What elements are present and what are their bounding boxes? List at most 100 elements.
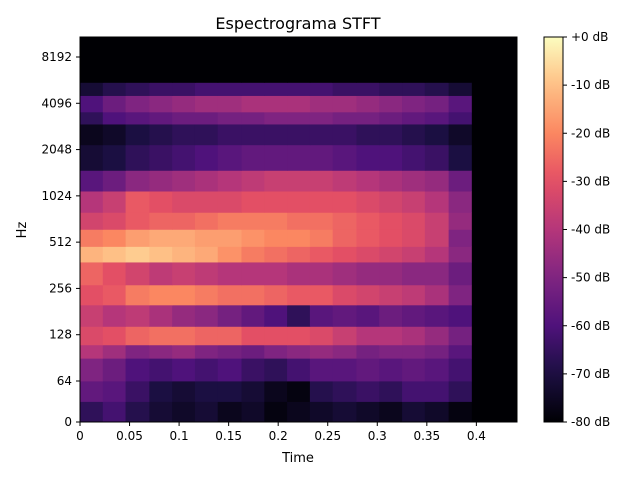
heatmap-cell — [379, 326, 403, 346]
heatmap-cell — [332, 262, 357, 286]
heatmap-cell — [309, 284, 334, 306]
heatmap-cell — [356, 344, 380, 359]
heatmap-cell — [149, 401, 173, 422]
heatmap-cell — [102, 344, 126, 359]
heatmap-cell — [102, 304, 126, 327]
heatmap-cell — [287, 381, 311, 402]
heatmap-cell — [264, 170, 288, 192]
heatmap-cell — [241, 381, 265, 402]
heatmap-cell — [287, 344, 311, 359]
colorbar: +0 dB -10 dB -20 dB -30 dB -40 dB -50 dB -60 d… — [543, 30, 610, 429]
heatmap-cell — [149, 111, 173, 125]
heatmap-cell — [125, 284, 150, 306]
heatmap-cell — [264, 262, 288, 286]
heatmap-cell — [402, 262, 426, 286]
heatmap-cell — [241, 358, 265, 382]
heatmap-cell — [264, 326, 288, 346]
heatmap-cell — [149, 191, 173, 213]
heatmap-cell — [102, 144, 126, 171]
heatmap-cell — [241, 284, 265, 306]
heatmap-cell — [241, 124, 265, 146]
heatmap-cell — [309, 246, 334, 263]
heatmap-cell — [80, 246, 104, 263]
heatmap-cell — [332, 344, 357, 359]
heatmap-cell — [241, 95, 265, 113]
heatmap-cell — [356, 95, 380, 113]
heatmap-cell — [149, 326, 173, 346]
heatmap-cell — [217, 95, 242, 113]
heatmap-cell — [448, 212, 472, 230]
heatmap-cell — [424, 95, 450, 113]
heatmap-cell — [217, 246, 242, 263]
x-tick-label: 0.35 — [413, 429, 440, 443]
heatmap-cell — [217, 82, 242, 96]
heatmap-cell — [287, 284, 311, 306]
heatmap-cell — [332, 246, 357, 263]
heatmap-cell — [172, 284, 196, 306]
heatmap-cell — [424, 191, 450, 213]
heatmap-cell — [287, 191, 311, 213]
colorbar-tick-label: -60 dB — [571, 319, 610, 333]
heatmap-cell — [102, 401, 126, 422]
heatmap-cell — [332, 111, 357, 125]
colorbar-tick-label: +0 dB — [571, 30, 608, 44]
heatmap-cell — [125, 212, 150, 230]
heatmap-cell — [264, 381, 288, 402]
heatmap-cell — [217, 358, 242, 382]
heatmap-cell — [80, 191, 104, 213]
heatmap-cell — [448, 82, 472, 96]
heatmap-cell — [149, 212, 173, 230]
heatmap-cell — [448, 37, 472, 83]
heatmap-cell — [287, 212, 311, 230]
heatmap-cell — [264, 37, 288, 83]
heatmap-cell — [194, 284, 219, 306]
heatmap-cell — [125, 144, 150, 171]
heatmap-cell — [194, 170, 219, 192]
heatmap-cell — [448, 124, 472, 146]
heatmap-cell — [241, 212, 265, 230]
heatmap-cell — [172, 144, 196, 171]
y-axis-ticks: 0 64 128 256 512 1024 2048 4096 8192 — [41, 50, 80, 429]
heatmap-cell — [402, 401, 426, 422]
heatmap-cell — [149, 262, 173, 286]
heatmap-cells — [80, 37, 472, 422]
plot-frame — [79, 36, 518, 423]
heatmap-cell — [332, 326, 357, 346]
heatmap-cell — [264, 344, 288, 359]
heatmap-cell — [149, 344, 173, 359]
colorbar-tick-label: -40 dB — [571, 223, 610, 237]
heatmap-cell — [448, 401, 472, 422]
heatmap-cell — [194, 304, 219, 327]
heatmap-cell — [172, 170, 196, 192]
x-axis-ticks: 0 0.05 0.1 0.15 0.2 0.25 0.3 0.35 0.4 — [76, 422, 486, 443]
heatmap-cell — [309, 326, 334, 346]
heatmap-cell — [309, 381, 334, 402]
heatmap-cell — [194, 229, 219, 247]
heatmap-cell — [402, 344, 426, 359]
heatmap-cell — [309, 229, 334, 247]
heatmap-cell — [217, 401, 242, 422]
heatmap-cell — [241, 344, 265, 359]
heatmap-cell — [149, 82, 173, 96]
heatmap-cell — [80, 95, 104, 113]
heatmap-cell — [217, 381, 242, 402]
heatmap-cell — [172, 124, 196, 146]
heatmap-cell — [379, 229, 403, 247]
heatmap-cell — [309, 82, 334, 96]
heatmap-cell — [125, 82, 150, 96]
heatmap-cell — [402, 170, 426, 192]
heatmap-cell — [172, 304, 196, 327]
heatmap-cell — [102, 358, 126, 382]
heatmap-cell — [402, 212, 426, 230]
heatmap-cell — [287, 144, 311, 171]
heatmap-cell — [125, 246, 150, 263]
heatmap-cell — [172, 401, 196, 422]
heatmap-cell — [448, 284, 472, 306]
heatmap-cell — [102, 95, 126, 113]
heatmap-cell — [402, 229, 426, 247]
heatmap-cell — [80, 284, 104, 306]
heatmap-cell — [287, 82, 311, 96]
heatmap-cell — [80, 344, 104, 359]
heatmap-cell — [448, 326, 472, 346]
heatmap-cell — [379, 401, 403, 422]
